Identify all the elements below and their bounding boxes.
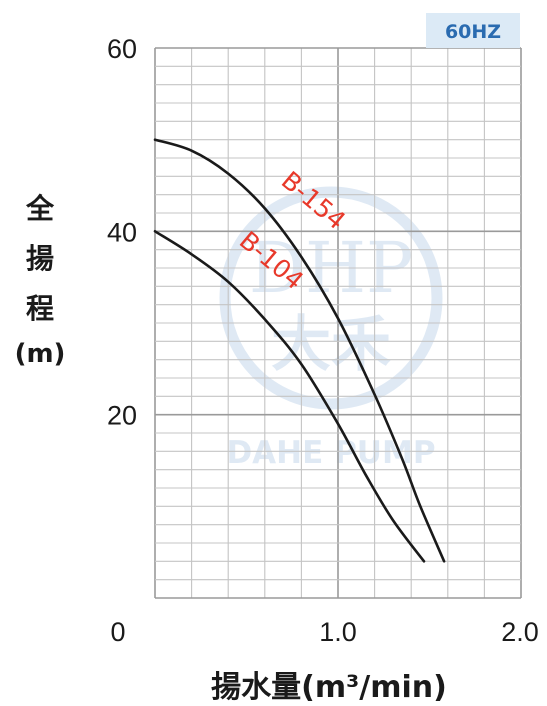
y-tick-label: 60 xyxy=(107,34,137,64)
x-tick-label: 1.0 xyxy=(319,617,357,647)
frequency-badge: 60HZ xyxy=(426,13,520,48)
y-axis-title: 全 揚 程 (m) xyxy=(15,192,66,369)
y-axis-title-char-3: 程 xyxy=(26,292,54,325)
watermark-logo-cjk: 大禾 xyxy=(271,310,391,380)
y-axis-title-char-1: 全 xyxy=(25,192,55,225)
series-line-b-154 xyxy=(153,138,446,563)
x-tick-label: 0 xyxy=(110,617,125,647)
series-curves xyxy=(153,138,446,563)
series-line-b-104 xyxy=(153,230,426,563)
watermark-ring-icon xyxy=(219,186,443,410)
x-axis-title: 揚水量(m³/min) xyxy=(211,670,447,705)
y-tick-label: 40 xyxy=(107,217,137,247)
x-tick-label: 2.0 xyxy=(501,617,539,647)
y-tick-label: 20 xyxy=(107,401,137,431)
grid xyxy=(154,47,522,599)
tick-labels: 20 40 60 0 1.0 2.0 xyxy=(107,34,539,647)
y-axis-title-unit: (m) xyxy=(15,339,66,369)
frequency-badge-background xyxy=(426,13,520,48)
frequency-badge-text: 60HZ xyxy=(445,21,501,43)
y-axis-title-char-2: 揚 xyxy=(26,242,54,275)
